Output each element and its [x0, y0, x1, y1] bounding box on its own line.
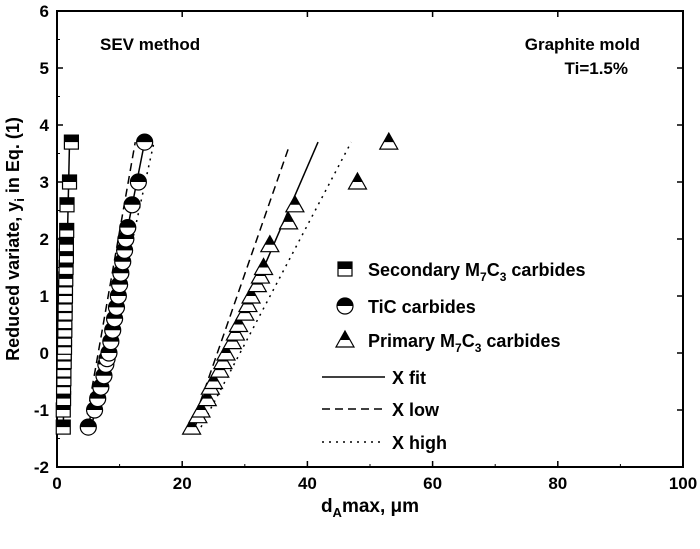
marker-fill [258, 258, 269, 268]
data-point-square [59, 197, 75, 213]
x-axis-label: dAmax, μm [321, 496, 419, 520]
data-point-square [59, 222, 75, 239]
marker-fill [56, 391, 71, 399]
x-tick-label: 100 [669, 474, 697, 493]
annotation-ti: Ti=1.5% [565, 59, 628, 78]
y-tick-label: 2 [40, 230, 49, 249]
marker-fill [136, 134, 153, 143]
data-point-circle [119, 219, 137, 237]
data-point-circle [79, 418, 97, 436]
marker-fill [64, 135, 79, 143]
data-point-square [58, 248, 74, 264]
y-tick-label: 1 [40, 287, 49, 306]
annotation-method: SEV method [100, 35, 200, 54]
x-tick-label: 40 [298, 474, 317, 493]
x-tick-label: 20 [173, 474, 192, 493]
data-point-square [61, 174, 78, 190]
data-point-triangle [378, 131, 399, 150]
marker-fill [60, 197, 75, 205]
legend-label: X fit [392, 368, 426, 388]
marker-fill [338, 262, 352, 269]
marker-fill [59, 223, 74, 231]
marker-fill [337, 298, 353, 306]
data-point-square [63, 134, 79, 150]
marker-fill [264, 235, 275, 245]
marker-fill [59, 237, 74, 245]
plot-frame [56, 10, 684, 468]
y-tick-label: -1 [34, 401, 49, 420]
y-tick-label: 4 [40, 116, 50, 135]
y-axis-label: Reduced variate, yi in Eq. (1) [3, 117, 27, 361]
marker-fill [283, 212, 294, 222]
legend-label: Primary M7C3 carbides [368, 331, 560, 355]
legend-label: X low [392, 400, 440, 420]
data-point-triangle [284, 194, 305, 213]
fit-line-dashed [190, 147, 290, 428]
data-point-square [58, 237, 74, 253]
legend-label: Secondary M7C3 carbides [368, 260, 585, 284]
fit-line-dashed [84, 141, 136, 428]
x-tick-label: 60 [423, 474, 442, 493]
legend-marker-triangle [334, 329, 356, 348]
marker-fill [62, 175, 77, 182]
data-point-triangle [278, 211, 299, 230]
data-point-circle [129, 173, 147, 191]
marker-fill [59, 260, 74, 268]
x-tick-label: 80 [548, 474, 567, 493]
annotation-mold: Graphite mold [525, 35, 640, 54]
marker-fill [56, 403, 71, 410]
data-point-square [55, 419, 71, 435]
y-tick-label: 5 [40, 59, 49, 78]
marker-fill [56, 420, 71, 428]
marker-fill [383, 133, 394, 143]
marker-fill [289, 195, 300, 205]
data-point-circle [123, 196, 141, 214]
marker-fill [352, 173, 363, 182]
y-tick-label: 0 [40, 344, 49, 363]
marker-fill [80, 419, 97, 428]
data-point-triangle [259, 234, 280, 253]
marker-fill [340, 331, 350, 340]
fit-line-dotted [200, 141, 352, 428]
y-tick-label: -2 [34, 458, 49, 477]
data-point-circle [136, 133, 154, 151]
legend-label: X high [392, 433, 447, 453]
legend-marker-square [337, 261, 353, 277]
legend-marker-circle [336, 297, 354, 315]
legend-label: TiC carbides [368, 297, 476, 317]
marker-fill [58, 271, 73, 279]
y-tick-label: 3 [40, 173, 49, 192]
data-point-triangle [253, 257, 274, 276]
y-tick-label: 6 [40, 2, 49, 21]
data-point-triangle [347, 171, 368, 190]
marker-fill [130, 174, 147, 182]
marker-fill [59, 249, 74, 257]
marker-fill [124, 196, 141, 205]
x-tick-label: 0 [52, 474, 61, 493]
marker-fill [119, 219, 136, 228]
